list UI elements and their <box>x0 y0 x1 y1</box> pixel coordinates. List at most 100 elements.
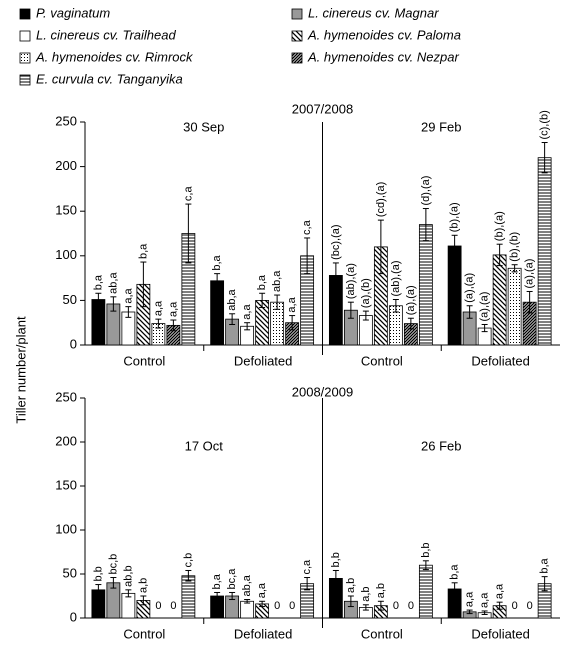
bar <box>418 224 433 346</box>
y-axis-label: Tiller number/plant <box>13 316 28 424</box>
y-tick-label: 200 <box>55 158 77 173</box>
error-bar <box>214 591 221 601</box>
error-bar <box>140 595 147 606</box>
error-bar <box>541 576 548 592</box>
data-label: (b),(b) <box>509 232 521 262</box>
data-label: a,a <box>167 301 179 317</box>
data-label: (b),(a) <box>449 202 461 232</box>
error-bar <box>304 577 311 591</box>
legend-label: L. cinereus cv. Magnar <box>308 5 439 20</box>
error-bar <box>466 305 473 319</box>
data-label: ab,b <box>122 565 134 586</box>
error-bar <box>289 315 296 331</box>
error-bar <box>377 600 384 611</box>
data-label: c,b <box>182 553 194 568</box>
data-label: a,a <box>479 592 491 608</box>
data-label: (a),(b) <box>360 278 372 308</box>
error-bar <box>451 582 458 596</box>
x-tick-label: Control <box>361 353 403 368</box>
error-bar <box>362 604 369 611</box>
data-label: 0 <box>170 600 176 612</box>
data-label: b,a <box>92 274 104 290</box>
data-label: 0 <box>393 600 399 612</box>
date-label: 30 Sep <box>183 119 224 134</box>
legend-label: P. vaginatum <box>36 5 110 20</box>
data-label: b,a <box>256 274 268 290</box>
legend-label: L. cinereus cv. Trailhead <box>36 27 176 42</box>
error-bar <box>496 601 503 610</box>
y-tick-label: 0 <box>70 336 77 351</box>
data-label: a,a <box>464 591 476 607</box>
data-label: (a),(a) <box>405 285 417 315</box>
legend-label: A. hymenoides cv. Paloma <box>307 27 461 42</box>
data-label: 0 <box>274 600 280 612</box>
legend-label: A. hymenoides cv. Rimrock <box>35 49 194 64</box>
data-label: a,a <box>122 287 134 303</box>
y-tick-label: 150 <box>55 203 77 218</box>
date-label: 29 Feb <box>421 119 461 134</box>
data-label: b,b <box>92 566 104 581</box>
legend-swatch <box>291 52 303 64</box>
data-label: a,a <box>241 304 253 320</box>
data-label: (cd),(a) <box>375 182 387 217</box>
error-bar <box>511 264 518 273</box>
error-bar <box>481 323 488 333</box>
error-bar <box>125 306 132 318</box>
error-bar <box>244 322 251 331</box>
data-label: 0 <box>527 600 533 612</box>
error-bar <box>362 310 369 321</box>
error-bar <box>422 208 429 242</box>
y-tick-label: 50 <box>63 292 77 307</box>
legend-label: E. curvula cv. Tanganyika <box>36 71 183 86</box>
legend-label: A. hymenoides cv. Nezpar <box>307 49 459 64</box>
data-label: (a),(a) <box>464 273 476 303</box>
data-label: (b),(a) <box>494 211 506 241</box>
error-bar <box>110 577 117 589</box>
legend-swatch <box>291 8 303 20</box>
bar <box>492 254 507 346</box>
y-tick-label: 200 <box>55 433 77 448</box>
data-label: bc,b <box>107 554 119 575</box>
y-tick-label: 0 <box>70 609 77 624</box>
error-bar <box>347 301 354 319</box>
data-label: b,a <box>211 254 223 270</box>
data-label: bc,a <box>226 568 238 590</box>
bar <box>181 575 196 619</box>
y-tick-label: 150 <box>55 477 77 492</box>
x-tick-label: Control <box>123 626 165 641</box>
data-label: a,a <box>256 582 268 598</box>
legend-swatch <box>19 8 31 20</box>
data-label: (bc),(a) <box>330 224 342 259</box>
data-label: b,a <box>211 573 223 589</box>
data-label: a,a <box>494 583 506 599</box>
legend-swatch <box>19 74 31 86</box>
data-label: b,a <box>137 243 149 259</box>
x-tick-label: Control <box>123 353 165 368</box>
error-bar <box>526 290 533 314</box>
data-label: (a),(a) <box>524 259 536 289</box>
date-label: 17 Oct <box>185 438 224 453</box>
error-bar <box>185 569 192 582</box>
data-label: c,a <box>301 219 313 235</box>
error-bar <box>95 292 102 307</box>
error-bar <box>110 296 117 312</box>
data-label: c,a <box>301 559 313 575</box>
bar <box>418 564 433 619</box>
data-label: a,b <box>360 587 372 602</box>
x-tick-label: Defoliated <box>471 353 530 368</box>
error-bar <box>229 591 236 601</box>
data-label: a,b <box>137 578 149 593</box>
error-bar <box>304 237 311 275</box>
error-bar <box>332 262 339 289</box>
x-tick-label: Defoliated <box>471 626 530 641</box>
y-tick-label: 250 <box>55 113 77 128</box>
error-bar <box>407 317 414 330</box>
bar <box>537 157 552 346</box>
error-bar <box>481 610 488 615</box>
error-bar <box>214 273 221 289</box>
data-label: a,b <box>345 578 357 593</box>
data-label: a,b <box>375 583 387 598</box>
data-label: ab,a <box>226 288 238 310</box>
data-label: ab,a <box>107 272 119 294</box>
